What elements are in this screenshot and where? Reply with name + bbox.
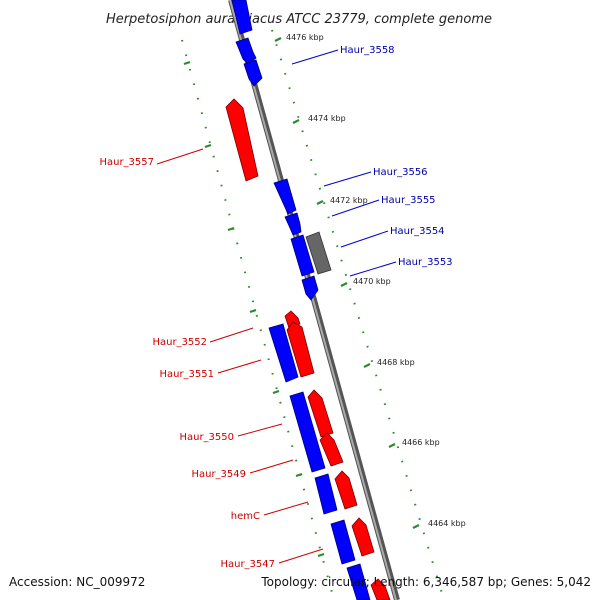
accession-text: Accession: NC_009972 [9,575,145,589]
ruler-major-ticks [274,37,420,529]
reverse-gene[interactable] [231,0,253,35]
reverse-gene[interactable] [290,234,315,277]
reverse-strand-genes [231,0,371,600]
forward-strand-genes [225,98,391,600]
forward-gene[interactable] [319,432,344,467]
ruler-label-4468: 4468 kbp [377,358,415,367]
ruler-labels: 4476 kbp 4474 kbp 4472 kbp 4470 kbp 4468… [286,33,466,528]
gene-label-haur-3554[interactable]: Haur_3554 [390,226,445,237]
gene-label-haur-3547[interactable]: Haur_3547 [220,559,275,570]
gene-label-haur-3556[interactable]: Haur_3556 [373,167,428,178]
gene-label-haur-3557[interactable]: Haur_3557 [99,157,154,168]
reverse-gene[interactable] [346,563,371,600]
gene-label-haur-3550[interactable]: Haur_3550 [179,432,234,443]
reverse-gene[interactable] [268,323,299,383]
reverse-gene[interactable] [235,37,257,65]
inner-ring-major-ticks [183,60,325,558]
forward-gene[interactable] [351,517,375,557]
ruler-label-4474: 4474 kbp [308,114,346,123]
ruler-label-4466: 4466 kbp [402,438,440,447]
reverse-gene[interactable] [243,59,263,87]
gene-label-haur-3549[interactable]: Haur_3549 [191,469,246,480]
reverse-gene[interactable] [289,391,326,473]
gene-label-haur-3552[interactable]: Haur_3552 [152,337,207,348]
forward-gene[interactable] [334,470,358,510]
genome-summary-text: Topology: circular; Length: 6,346,587 bp… [260,575,591,589]
ruler-label-4476: 4476 kbp [286,33,324,42]
ruler-label-4470: 4470 kbp [353,277,391,286]
reverse-gene[interactable] [273,178,297,215]
gene-label-haur-3558[interactable]: Haur_3558 [340,45,395,56]
gene-label-haur-3555[interactable]: Haur_3555 [381,195,436,206]
forward-label-leaders [156,148,324,564]
forward-gene[interactable] [370,578,391,600]
map-title: Herpetosiphon aurantiacus ATCC 23779, co… [106,12,492,27]
ruler-label-4472: 4472 kbp [330,196,368,205]
other-feature[interactable] [305,231,332,275]
ruler-label-4464: 4464 kbp [428,519,466,528]
gene-label-haur-3553[interactable]: Haur_3553 [398,257,453,268]
gene-label-hemc[interactable]: hemC [231,511,260,522]
reverse-gene[interactable] [330,519,356,565]
forward-gene-labels: Haur_3557 Haur_3552 Haur_3551 Haur_3550 … [99,157,275,570]
forward-gene[interactable] [225,98,259,182]
outer-tick-ring [271,29,445,600]
genome-backbone [228,0,400,600]
reverse-gene-labels: Haur_3558 Haur_3556 Haur_3555 Haur_3554 … [340,45,453,268]
gene-label-haur-3551[interactable]: Haur_3551 [159,369,214,380]
forward-gene[interactable] [307,389,334,438]
reverse-gene[interactable] [301,275,319,301]
forward-gene[interactable] [286,321,315,378]
reverse-label-leaders [291,49,397,277]
reverse-gene[interactable] [314,473,338,515]
reverse-gene[interactable] [284,212,302,236]
